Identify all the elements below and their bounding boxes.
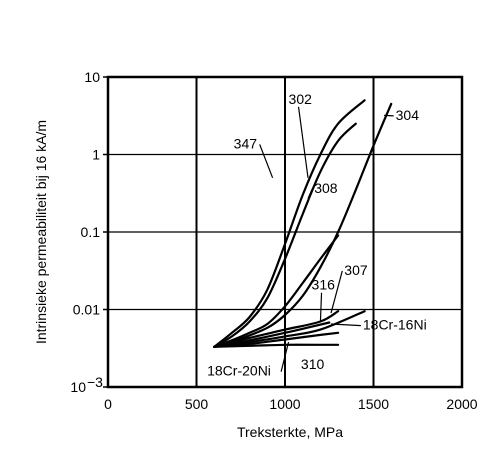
series-line-302 [213,99,366,348]
series-line-307 [213,310,340,348]
annotation-leader [297,106,309,178]
y-tick-label: 1 [92,147,100,163]
curve-label: 347 [234,135,258,151]
annotation-leader [319,292,323,323]
curve-label: 18Cr-20Ni [207,363,271,379]
series-line-316 [213,321,331,348]
annotation-leader [330,323,361,327]
x-tick-label: 1000 [269,396,300,412]
x-axis-title: Treksterkte, MPa [237,424,343,440]
series-line-304 [213,102,393,348]
series-line-18Cr-20Ni [213,331,340,348]
annotation-leader [259,144,274,179]
x-tick-label: 500 [185,396,209,412]
series-line-308 [213,234,340,348]
x-tick-label: 0 [104,396,112,412]
annotation-layer: 302 304 347 308 307 316 18Cr-16Ni 18Cr-20Ni 310 [207,91,427,379]
grid [108,77,462,387]
x-ticks: 0 500 1000 1500 2000 [104,396,478,412]
curve-label: 316 [312,277,336,293]
series-line-310 [213,343,340,348]
curve-label: 18Cr-16Ni [363,317,427,333]
y-tick-label: 10 [70,379,86,395]
series-line-347 [213,122,357,348]
y-tick-label: 0.1 [81,224,101,240]
x-tick-label: 1500 [358,396,389,412]
y-tick-label: 10 [84,69,100,85]
annotation-leader [307,188,313,199]
curve-label: 310 [301,356,325,372]
curve-label: 304 [396,107,420,123]
curve-label: 308 [314,180,338,196]
series-layer [213,99,393,348]
y-tick-exponent: −3 [87,374,103,390]
curve-label: 307 [344,262,368,278]
curve-label: 302 [289,91,313,107]
annotation-leader [280,341,290,372]
y-axis-title: Intrinsieke permeabiliteit bij 16 kA/m [33,120,49,344]
annotation-leader [330,270,343,314]
x-tick-label: 2000 [446,396,477,412]
y-tick-label: 0.01 [73,302,100,318]
